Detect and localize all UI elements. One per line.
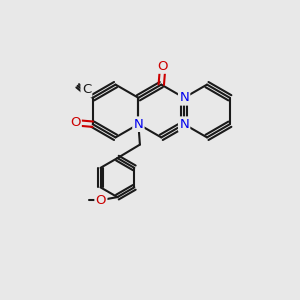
Text: O: O [158, 59, 168, 73]
Text: O: O [96, 194, 106, 207]
Text: N: N [134, 118, 143, 131]
Text: O: O [70, 116, 80, 129]
Text: N: N [179, 118, 189, 131]
Text: N: N [179, 91, 189, 104]
Text: C: C [82, 83, 91, 96]
